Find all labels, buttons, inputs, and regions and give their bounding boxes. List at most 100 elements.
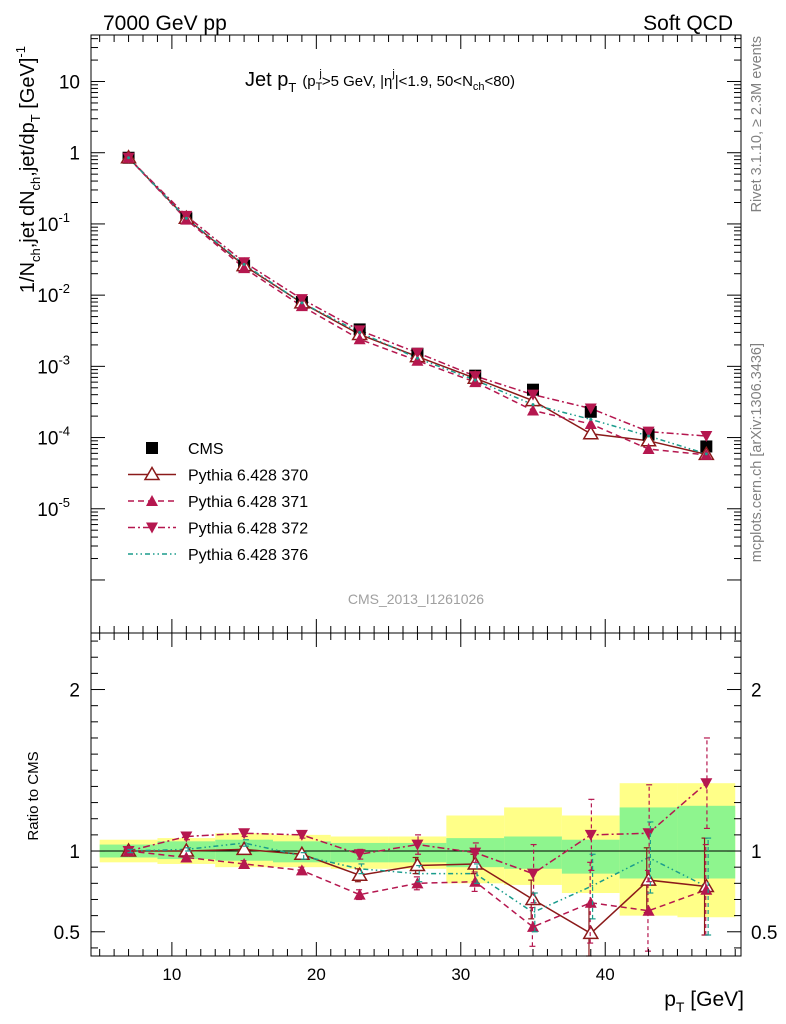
data-point-3-1 — [180, 210, 193, 222]
data-point-2-4 — [353, 333, 366, 345]
data-point-3-10 — [700, 431, 713, 443]
ratio-y-tick-label-2: 2 — [69, 681, 80, 702]
legend: CMS Pythia 6.428 370 Pythia 6.428 371 Pythi… — [128, 441, 308, 564]
x-tick-label-3: 40 — [596, 965, 615, 984]
x-axis-label: pT [GeV] — [664, 988, 744, 1015]
ratio-y-axis-label: Ratio to CMS — [25, 751, 42, 840]
header-energy: 7000 GeV pp — [103, 12, 227, 35]
data-point-4-8 — [589, 417, 593, 421]
ratio-point-1-3 — [295, 864, 308, 876]
ratio-panel: 10 20 30 40 0.5 0.5 1 1 2 2 Ratio to CMS pT [GeV] — [25, 632, 777, 1015]
ratio-point-2-1 — [180, 831, 193, 843]
ratio-point-0-2 — [235, 840, 253, 856]
ratio-point-2-8 — [584, 829, 597, 841]
data-point-2-5 — [411, 354, 424, 366]
data-point-4-9 — [647, 434, 651, 438]
ratio-plot-frame — [90, 632, 742, 957]
ratio-y-tick-label-right-0: 0.5 — [751, 923, 777, 944]
data-point-4-7 — [531, 403, 535, 407]
ratio-point-2-0 — [122, 846, 135, 858]
ratio-point-2-2 — [238, 828, 251, 840]
ratio-y-tick-label-right-2: 2 — [751, 681, 762, 702]
main-y-axis-label: 1/Nch,jet dNch,jet/dpT [GeV]-1 — [13, 46, 43, 293]
series-line-4 — [128, 157, 707, 455]
legend-label: Pythia 6.428 370 — [188, 468, 308, 485]
x-tick-label-1: 20 — [307, 965, 326, 984]
ratio-point-1-1 — [180, 851, 193, 863]
legend-label: Pythia 6.428 372 — [188, 521, 308, 538]
ratio-point-1-8 — [584, 896, 597, 908]
data-point-4-6 — [473, 378, 477, 382]
y-tick-label-2: 10-3 — [37, 352, 70, 378]
data-point-1-8 — [582, 425, 600, 440]
legend-label: Pythia 6.428 376 — [188, 547, 308, 564]
x-tick-label-0: 10 — [162, 965, 181, 984]
ratio-point-2-9 — [642, 828, 655, 840]
data-point-3-5 — [411, 347, 424, 359]
main-plot-frame — [90, 34, 742, 634]
mcplots-label: mcplots.cern.ch [arXiv:1306.3436] — [749, 343, 765, 562]
data-point-2-7 — [527, 404, 539, 416]
x-tick-label-2: 30 — [451, 965, 470, 984]
series-line-1 — [128, 157, 707, 456]
ratio-point-1-7 — [527, 920, 539, 932]
ratio-point-0-5 — [409, 857, 426, 872]
main-title: Jet pT (pTj>5 GeV, |ηj|<1.9, 50<Nch<80) — [245, 68, 515, 95]
legend-marker — [146, 442, 158, 454]
legend-label: Pythia 6.428 371 — [188, 494, 308, 511]
ratio-y-tick-label-0: 0.5 — [54, 923, 80, 944]
ratio-y-tick-label-1: 1 — [69, 842, 80, 863]
legend-item-2: Pythia 6.428 371 — [128, 494, 308, 511]
data-point-2-3 — [295, 300, 308, 312]
data-point-3-2 — [238, 257, 251, 269]
legend-label: CMS — [188, 441, 224, 458]
ratio-point-1-5 — [411, 877, 424, 889]
analysis-watermark: CMS_2013_I1261026 — [348, 591, 484, 607]
data-point-4-0 — [127, 156, 131, 160]
data-point-4-2 — [242, 262, 246, 266]
data-point-4-5 — [415, 356, 419, 360]
data-point-3-9 — [642, 426, 655, 438]
data-point-4-3 — [300, 301, 304, 305]
series-line-3 — [128, 157, 707, 437]
legend-marker — [146, 495, 158, 506]
y-tick-label-4: 10-1 — [37, 210, 70, 236]
data-point-4-10 — [704, 452, 708, 456]
y-tick-label-1: 10-4 — [37, 424, 70, 450]
y-tick-label-6: 10 — [59, 73, 80, 94]
ratio-point-0-6 — [466, 855, 484, 870]
data-point-3-8 — [584, 403, 597, 415]
ratio-point-1-2 — [238, 857, 251, 869]
ratio-point-0-4 — [351, 866, 368, 881]
ratio-point-2-6 — [469, 847, 482, 859]
y-tick-label-5: 1 — [69, 144, 80, 165]
y-tick-label-3: 10-2 — [37, 281, 70, 307]
header-category: Soft QCD — [643, 12, 733, 35]
legend-item-0: CMS — [146, 441, 224, 458]
data-point-3-3 — [295, 294, 308, 306]
legend-item-3: Pythia 6.428 372 — [128, 521, 308, 538]
ratio-point-2-7 — [527, 868, 539, 880]
data-point-3-6 — [469, 371, 482, 383]
data-point-2-8 — [584, 418, 597, 430]
ratio-point-1-4 — [353, 888, 366, 900]
ratio-point-1-6 — [469, 875, 482, 887]
data-point-3-7 — [527, 389, 539, 401]
data-point-4-1 — [184, 216, 188, 220]
ratio-point-2-5 — [411, 839, 424, 851]
ratio-point-2-10 — [700, 778, 713, 790]
rivet-label: Rivet 3.1.10, ≥ 2.3M events — [749, 36, 765, 212]
legend-marker — [146, 522, 158, 534]
data-point-2-9 — [642, 443, 655, 455]
legend-marker — [143, 466, 161, 481]
ratio-y-tick-label-right-1: 1 — [751, 842, 762, 863]
ratio-point-1-10 — [700, 883, 713, 895]
main-panel: 10-5 10-4 10-3 10-2 10-1 1 10 Jet pT (pTj>5 GeV… — [13, 34, 742, 634]
ratio-point-1-9 — [642, 904, 655, 916]
ratio-point-0-7 — [524, 890, 542, 906]
series-line-2 — [128, 157, 707, 456]
data-point-4-4 — [358, 330, 362, 334]
ratio-point-2-4 — [353, 849, 366, 861]
legend-item-1: Pythia 6.428 370 — [128, 466, 308, 485]
